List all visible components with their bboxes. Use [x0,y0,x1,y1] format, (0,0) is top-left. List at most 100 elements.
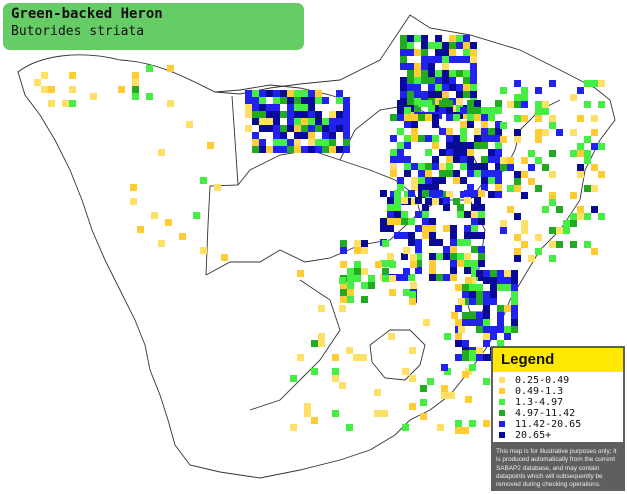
occurrence-cell [273,139,280,146]
occurrence-cell [514,255,521,262]
occurrence-cell [421,77,428,84]
occurrence-cell [478,232,485,239]
occurrence-cell [471,211,478,218]
occurrence-cell [460,121,467,128]
occurrence-cell [382,275,389,282]
occurrence-cell [397,177,404,184]
occurrence-cell [389,275,396,282]
occurrence-cell [340,282,347,289]
occurrence-cell [332,368,339,375]
occurrence-cell [322,118,329,125]
occurrence-cell [425,163,432,170]
occurrence-cell [252,104,259,111]
occurrence-cell [245,90,252,97]
occurrence-cell [470,49,477,56]
occurrence-cell [410,261,417,268]
occurrence-cell [397,156,404,163]
occurrence-cell [221,254,228,261]
occurrence-cell [329,118,336,125]
occurrence-cell [401,232,408,239]
occurrence-cell [465,396,472,403]
occurrence-cell [407,70,414,77]
occurrence-cell [483,354,490,361]
occurrence-cell [311,368,318,375]
occurrence-cell [301,118,308,125]
occurrence-cell [415,225,422,232]
occurrence-cell [420,385,427,392]
occurrence-cell [415,197,422,204]
occurrence-cell [259,90,266,97]
occurrence-cell [462,319,469,326]
occurrence-cell [146,65,153,72]
occurrence-cell [294,90,301,97]
occurrence-cell [481,114,488,121]
occurrence-cell [394,211,401,218]
occurrence-cell [390,163,397,170]
occurrence-cell [570,192,577,199]
occurrence-cell [511,291,518,298]
occurrence-cell [322,97,329,104]
occurrence-cell [476,284,483,291]
occurrence-cell [584,185,591,192]
occurrence-cell [521,227,528,234]
occurrence-cell [252,90,259,97]
occurrence-cell [446,170,453,177]
occurrence-cell [318,305,325,312]
occurrence-cell [315,90,322,97]
occurrence-cell [469,298,476,305]
occurrence-cell [483,326,490,333]
occurrence-cell [497,340,504,347]
occurrence-cell [467,107,474,114]
occurrence-cell [460,177,467,184]
occurrence-cell [535,157,542,164]
occurrence-cell [521,157,528,164]
occurrence-cell [380,260,387,267]
occurrence-cell [490,291,497,298]
occurrence-cell [420,413,427,420]
occurrence-cell [460,149,467,156]
occurrence-cell [432,121,439,128]
occurrence-cell [446,107,453,114]
occurrence-cell [528,164,535,171]
occurrence-cell [428,42,435,49]
occurrence-cell [273,132,280,139]
species-common-name: Green-backed Heron [11,6,163,22]
occurrence-cell [245,97,252,104]
occurrence-cell [478,246,485,253]
occurrence-cell [290,424,297,431]
occurrence-cell [542,164,549,171]
occurrence-cell [340,247,347,254]
occurrence-cell [280,125,287,132]
occurrence-cell [118,86,125,93]
occurrence-cell [455,340,462,347]
occurrence-cell [467,121,474,128]
legend-panel: Legend 0.25-0.49 0.49-1.3 1.3-4.97 4.97-… [491,346,625,491]
occurrence-cell [497,319,504,326]
occurrence-cell [411,135,418,142]
occurrence-cell [549,255,556,262]
occurrence-cell [591,129,598,136]
occurrence-cell [425,149,432,156]
occurrence-cell [542,101,549,108]
occurrence-cell [476,312,483,319]
occurrence-cell [425,177,432,184]
occurrence-cell [318,333,325,340]
occurrence-cell [469,350,476,357]
occurrence-cell [457,204,464,211]
occurrence-cell [469,312,476,319]
occurrence-cell [476,354,483,361]
occurrence-cell [435,98,442,105]
occurrence-cell [339,382,346,389]
occurrence-cell [410,282,417,289]
occurrence-cell [462,298,469,305]
occurrence-cell [403,268,410,275]
occurrence-cell [556,241,563,248]
occurrence-cell [570,241,577,248]
occurrence-cell [137,226,144,233]
occurrence-cell [462,284,469,291]
occurrence-cell [453,156,460,163]
occurrence-cell [387,211,394,218]
occurrence-cell [495,149,502,156]
occurrence-cell [483,291,490,298]
occurrence-cell [34,79,41,86]
